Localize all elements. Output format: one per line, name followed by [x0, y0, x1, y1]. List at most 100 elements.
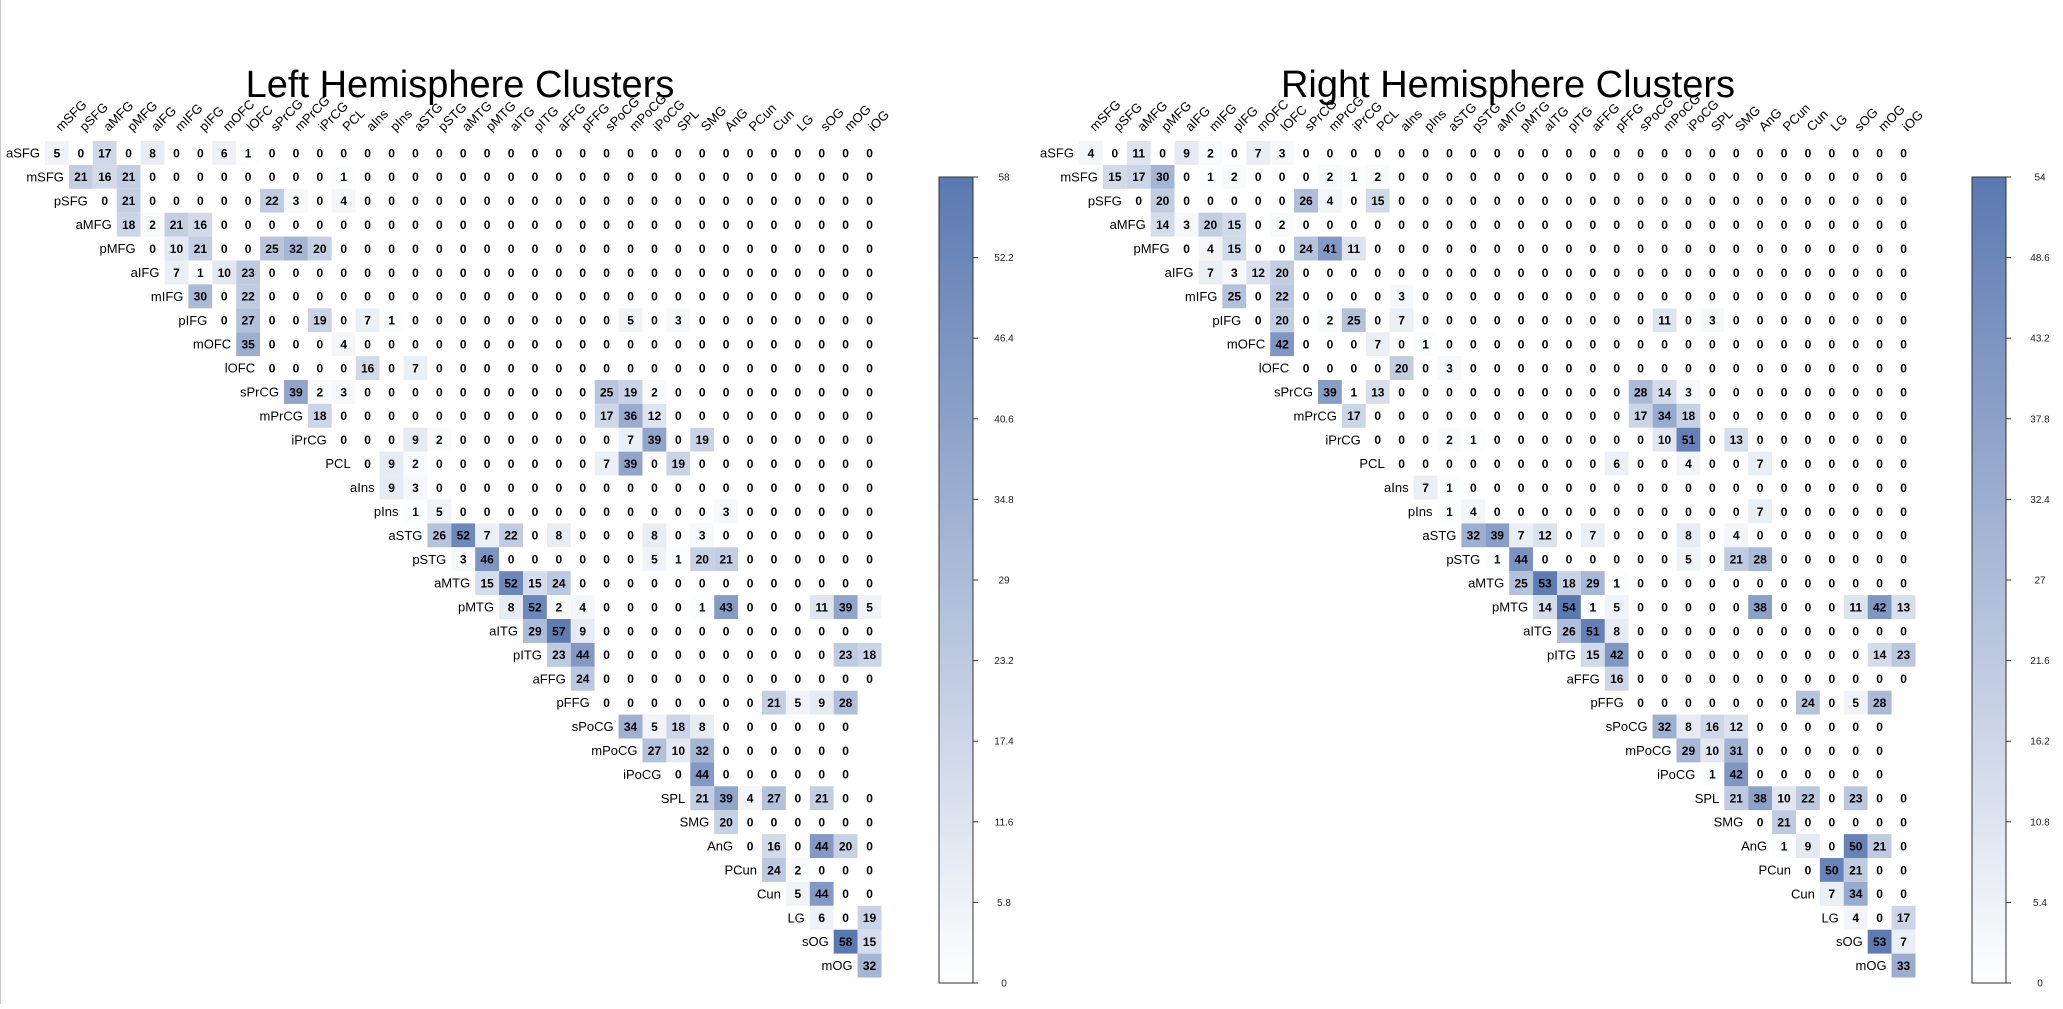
cell-value: 0	[1757, 146, 1764, 160]
cell-value: 0	[412, 218, 419, 232]
cell-value: 0	[508, 433, 515, 447]
cell-value: 11	[1849, 600, 1862, 614]
cell-value: 0	[484, 433, 491, 447]
heatmap-cell	[738, 786, 762, 811]
cell-value: 0	[1661, 290, 1668, 304]
heatmap-cell	[212, 212, 237, 237]
cell-value: 0	[771, 385, 778, 399]
cell-value: 0	[293, 337, 300, 351]
heatmap-cell	[618, 308, 643, 333]
cell-value: 0	[1351, 337, 1358, 351]
cell-value: 0	[866, 337, 873, 351]
heatmap-cell	[546, 499, 571, 524]
cell-value: 0	[388, 170, 395, 184]
heatmap-cell	[666, 427, 691, 452]
column-label: AnG	[722, 105, 751, 134]
heatmap-cell	[666, 236, 691, 261]
cell-value: 8	[651, 529, 658, 543]
heatmap-cell	[785, 571, 810, 596]
cell-value: 0	[149, 194, 156, 208]
cell-value: 0	[1685, 361, 1692, 375]
cell-value: 0	[1398, 146, 1405, 160]
cell-value: 0	[1590, 218, 1597, 232]
heatmap-cell	[403, 141, 428, 165]
cell-value: 0	[1900, 385, 1907, 399]
heatmap-cell	[594, 547, 619, 572]
cell-value: 0	[484, 170, 491, 184]
cell-value: 8	[699, 720, 706, 734]
cell-value: 0	[1518, 505, 1525, 519]
heatmap-cell	[857, 858, 882, 882]
cell-value: 0	[1781, 720, 1788, 734]
heatmap-cell	[140, 164, 165, 189]
cell-value: 0	[675, 481, 682, 495]
cell-value: 0	[1518, 194, 1525, 208]
cell-value: 15	[528, 576, 542, 590]
cell-value: 5	[795, 696, 802, 710]
cell-value: 0	[603, 218, 610, 232]
heatmap-cell	[785, 810, 810, 835]
cell-value: 0	[818, 863, 825, 877]
heatmap-cell	[857, 308, 882, 333]
cell-value: 0	[771, 457, 778, 471]
heatmap-cell	[642, 427, 667, 452]
cell-value: 0	[1661, 242, 1668, 256]
cell-value: 0	[197, 194, 204, 208]
heatmap-cell	[1891, 141, 1916, 165]
heatmap-cell	[738, 834, 762, 858]
cell-value: 0	[747, 266, 754, 280]
row-label: iPrCG	[1325, 432, 1360, 447]
heatmap-cell	[307, 356, 332, 380]
cell-value: 0	[388, 361, 395, 375]
cell-value: 0	[1757, 361, 1764, 375]
cell-value: 0	[723, 529, 730, 543]
heatmap-cell	[1174, 141, 1199, 165]
cell-value: 2	[1327, 170, 1334, 184]
cell-value: 0	[197, 146, 204, 160]
cell-value: 0	[651, 505, 658, 519]
cell-value: 0	[364, 290, 371, 304]
cell-value: 0	[579, 385, 586, 399]
cell-value: 0	[771, 218, 778, 232]
cell-value: 0	[771, 290, 778, 304]
heatmap-cell	[738, 427, 762, 452]
cell-value: 0	[1805, 863, 1812, 877]
cell-value: 0	[747, 146, 754, 160]
heatmap-cell	[833, 834, 858, 858]
cell-value: 0	[436, 242, 443, 256]
cell-value: 0	[1757, 696, 1764, 710]
cell-value: 0	[1637, 337, 1644, 351]
cell-value: 24	[552, 576, 566, 590]
cell-value: 3	[699, 529, 706, 543]
heatmap-cell	[642, 164, 667, 189]
heatmap-cell	[1485, 188, 1510, 213]
heatmap-cell	[618, 499, 643, 524]
cell-value: 0	[1876, 624, 1883, 638]
cell-value: 0	[1518, 433, 1525, 447]
cell-value: 0	[1876, 768, 1883, 782]
heatmap-cell	[331, 356, 356, 380]
heatmap-cell	[92, 141, 117, 165]
cell-value: 0	[508, 385, 515, 399]
heatmap-cell	[570, 188, 595, 213]
heatmap-cell	[618, 164, 643, 189]
cell-value: 2	[1231, 170, 1238, 184]
cell-value: 0	[1637, 600, 1644, 614]
heatmap-cell	[594, 188, 619, 213]
cell-value: 0	[699, 409, 706, 423]
cell-value: 2	[1446, 433, 1453, 447]
cell-value: 0	[579, 433, 586, 447]
cell-value: 0	[1829, 194, 1836, 208]
heatmap-cell	[809, 547, 834, 572]
cell-value: 7	[484, 529, 491, 543]
cell-value: 0	[795, 815, 802, 829]
cell-value: 0	[1566, 457, 1573, 471]
heatmap-cell	[523, 356, 547, 380]
cell-value: 0	[1327, 146, 1334, 160]
heatmap-cell	[690, 188, 715, 213]
cell-value: 0	[1661, 672, 1668, 686]
cell-value: 0	[651, 576, 658, 590]
row-label: mIFG	[151, 289, 184, 304]
cell-value: 21	[74, 170, 88, 184]
heatmap-cell	[857, 380, 882, 404]
